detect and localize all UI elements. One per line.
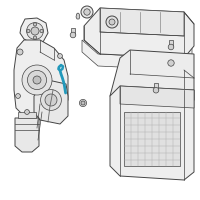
Circle shape (27, 29, 30, 33)
Polygon shape (110, 50, 194, 110)
Polygon shape (18, 112, 36, 118)
Circle shape (81, 6, 93, 18)
Circle shape (33, 23, 37, 26)
Polygon shape (76, 13, 80, 19)
Polygon shape (15, 118, 39, 152)
Polygon shape (154, 83, 158, 90)
Circle shape (33, 36, 37, 39)
Polygon shape (34, 80, 68, 124)
Circle shape (27, 70, 47, 90)
Circle shape (25, 110, 29, 114)
Polygon shape (82, 40, 192, 70)
Circle shape (168, 44, 174, 50)
Circle shape (17, 49, 23, 55)
Polygon shape (14, 40, 68, 120)
Polygon shape (169, 40, 173, 47)
Polygon shape (100, 8, 184, 36)
Circle shape (41, 90, 61, 110)
Circle shape (58, 54, 62, 58)
Circle shape (27, 23, 43, 39)
Circle shape (109, 19, 115, 25)
Polygon shape (110, 86, 194, 180)
Polygon shape (120, 86, 194, 108)
Circle shape (33, 76, 41, 84)
Circle shape (153, 87, 159, 93)
Polygon shape (20, 18, 48, 44)
Circle shape (45, 94, 57, 106)
Circle shape (70, 32, 76, 38)
Circle shape (31, 27, 39, 35)
Circle shape (79, 99, 87, 107)
Circle shape (168, 60, 174, 66)
Circle shape (40, 29, 43, 33)
Circle shape (106, 16, 118, 28)
Polygon shape (84, 8, 194, 58)
Circle shape (22, 65, 52, 95)
Circle shape (84, 9, 90, 15)
Polygon shape (71, 28, 75, 35)
Circle shape (81, 101, 85, 105)
Polygon shape (124, 112, 180, 166)
Circle shape (16, 94, 20, 98)
